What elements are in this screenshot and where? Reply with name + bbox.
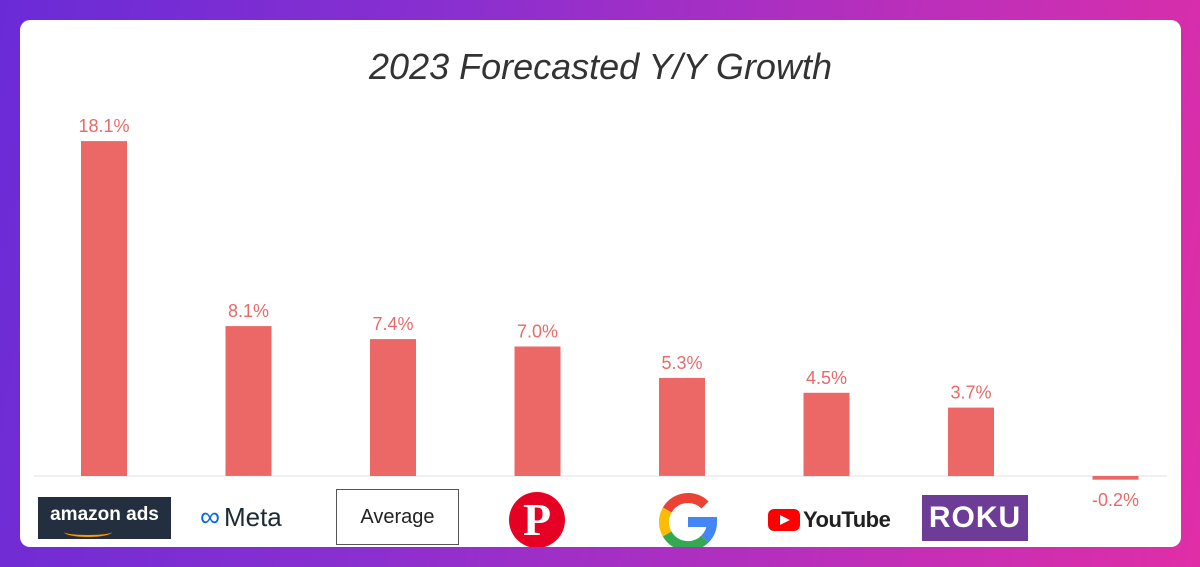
bar — [514, 346, 561, 476]
pinterest-logo-letter: P — [522, 494, 552, 545]
youtube-logo: YouTube — [768, 505, 891, 535]
meta-logo-text: Meta — [223, 502, 282, 532]
data-label: 7.0% — [517, 322, 558, 342]
data-label: 18.1% — [78, 116, 129, 136]
amazon-ads-logo: amazon ads — [38, 497, 171, 539]
bar — [370, 339, 416, 476]
youtube-logo-text: YouTube — [803, 507, 891, 532]
bar — [81, 141, 127, 476]
bar — [803, 392, 850, 477]
play-icon — [768, 509, 800, 531]
bar-chart: 18.1% 8.1% 7.4% 7.0% 5.3% 4.5% 3.7% -0.2% — [34, 116, 1167, 510]
data-label: 4.5% — [806, 368, 847, 388]
infinity-icon: ∞ — [200, 501, 220, 532]
bar — [659, 377, 705, 476]
data-label: 5.3% — [661, 353, 702, 373]
chart-card: 2023 Forecasted Y/Y Growth 18.1% 8.1% 7.4%… — [20, 20, 1181, 547]
bar — [1092, 476, 1139, 480]
amazon-smile-icon — [64, 527, 112, 537]
bar — [225, 326, 272, 476]
data-label: 3.7% — [950, 383, 991, 403]
chart-title: 2023 Forecasted Y/Y Growth — [369, 46, 832, 87]
data-label: 8.1% — [228, 301, 269, 321]
bar — [948, 407, 994, 477]
amazon-ads-logo-text: amazon ads — [50, 504, 159, 525]
roku-logo-text: ROKU — [928, 501, 1022, 534]
google-logo — [659, 492, 718, 547]
data-label: -0.2% — [1092, 490, 1139, 510]
average-label-box: Average — [336, 489, 459, 545]
roku-logo: ROKU — [922, 495, 1028, 541]
pinterest-logo: P — [509, 492, 565, 547]
data-label: 7.4% — [372, 314, 413, 334]
average-label: Average — [360, 506, 435, 528]
meta-logo: ∞ Meta — [200, 497, 315, 537]
